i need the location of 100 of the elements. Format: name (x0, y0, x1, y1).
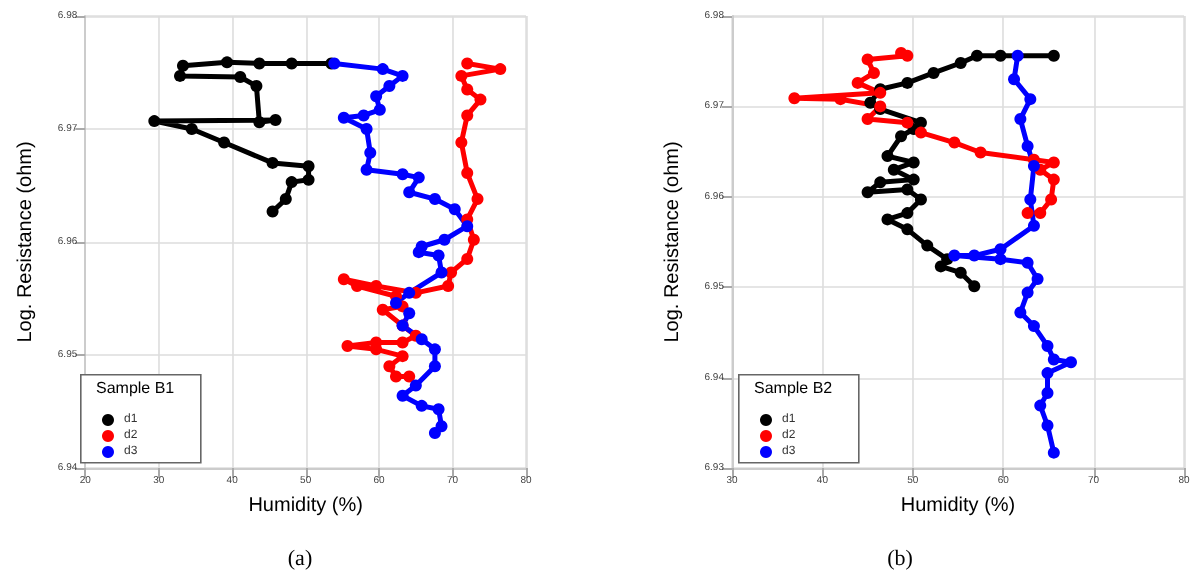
point (1034, 207, 1047, 220)
point (861, 113, 874, 126)
y-axis-title: Log. Resistance (ohm) (15, 141, 37, 343)
point (1024, 193, 1037, 206)
legend-title: Sample B1 (96, 379, 176, 397)
point (234, 71, 247, 84)
point (881, 150, 894, 163)
point (788, 92, 801, 105)
point (438, 233, 451, 246)
point (901, 183, 914, 196)
point (269, 113, 282, 126)
point (914, 193, 927, 206)
point (1045, 193, 1058, 206)
point (1041, 367, 1054, 380)
point (461, 167, 474, 180)
point (455, 69, 468, 82)
point (409, 379, 422, 392)
point (934, 260, 947, 273)
point (279, 193, 292, 206)
point (403, 186, 416, 199)
point (302, 160, 315, 173)
point (428, 360, 441, 373)
point (1011, 49, 1024, 62)
point (895, 130, 908, 143)
point (948, 249, 961, 262)
point (494, 63, 507, 76)
point (250, 80, 263, 93)
point (971, 49, 983, 62)
point (360, 163, 373, 176)
x-axis-title: Humidity (%) (900, 495, 1016, 517)
point (396, 389, 409, 402)
point (403, 286, 416, 299)
point (176, 59, 189, 72)
point (341, 339, 354, 352)
point (1021, 140, 1034, 153)
point (901, 116, 914, 129)
point (383, 360, 396, 373)
point (376, 303, 389, 316)
point (1047, 49, 1060, 62)
point (285, 176, 298, 189)
point (1031, 273, 1044, 286)
point (148, 115, 161, 128)
point (1008, 73, 1021, 86)
point (376, 63, 389, 76)
point (954, 266, 967, 279)
point (428, 426, 441, 439)
point (370, 90, 383, 103)
point (968, 280, 981, 293)
point (901, 207, 914, 220)
point (1041, 386, 1054, 399)
point (285, 57, 298, 70)
point (415, 399, 428, 412)
point (1021, 207, 1034, 220)
point (914, 126, 927, 139)
point (461, 220, 474, 233)
point (974, 146, 987, 159)
point (867, 66, 880, 79)
point (218, 136, 231, 149)
legend-title: Sample B2 (754, 379, 834, 397)
point (1047, 353, 1060, 366)
point (448, 203, 461, 216)
point (396, 350, 409, 363)
point (474, 93, 487, 106)
point (396, 168, 409, 181)
point (1027, 219, 1040, 232)
point (901, 223, 914, 236)
point (1034, 399, 1047, 412)
point (1041, 419, 1054, 432)
point (1027, 320, 1040, 333)
point (901, 76, 914, 89)
point (389, 370, 402, 383)
point (302, 173, 315, 186)
point (1021, 256, 1034, 269)
point (403, 307, 416, 320)
point (455, 136, 468, 149)
point (389, 297, 402, 310)
text: (b) (887, 547, 914, 571)
point (1014, 306, 1027, 319)
point (471, 193, 484, 206)
point (921, 239, 934, 252)
x-axis-title: Humidity (%) (248, 495, 363, 517)
point (907, 173, 920, 186)
point (864, 96, 877, 109)
point (396, 69, 409, 82)
point (1024, 93, 1037, 106)
point (901, 49, 914, 62)
point (364, 146, 377, 159)
point (432, 403, 445, 416)
y-axis-title: Log. Resistance (ohm) (661, 141, 684, 343)
point (461, 57, 474, 70)
point (174, 69, 187, 82)
point (1041, 339, 1054, 352)
text: (a) (287, 547, 313, 571)
point (954, 57, 967, 69)
point (337, 111, 350, 124)
point (428, 343, 441, 356)
point (432, 249, 445, 262)
point (337, 273, 350, 286)
point (373, 103, 386, 116)
point (1027, 160, 1040, 173)
